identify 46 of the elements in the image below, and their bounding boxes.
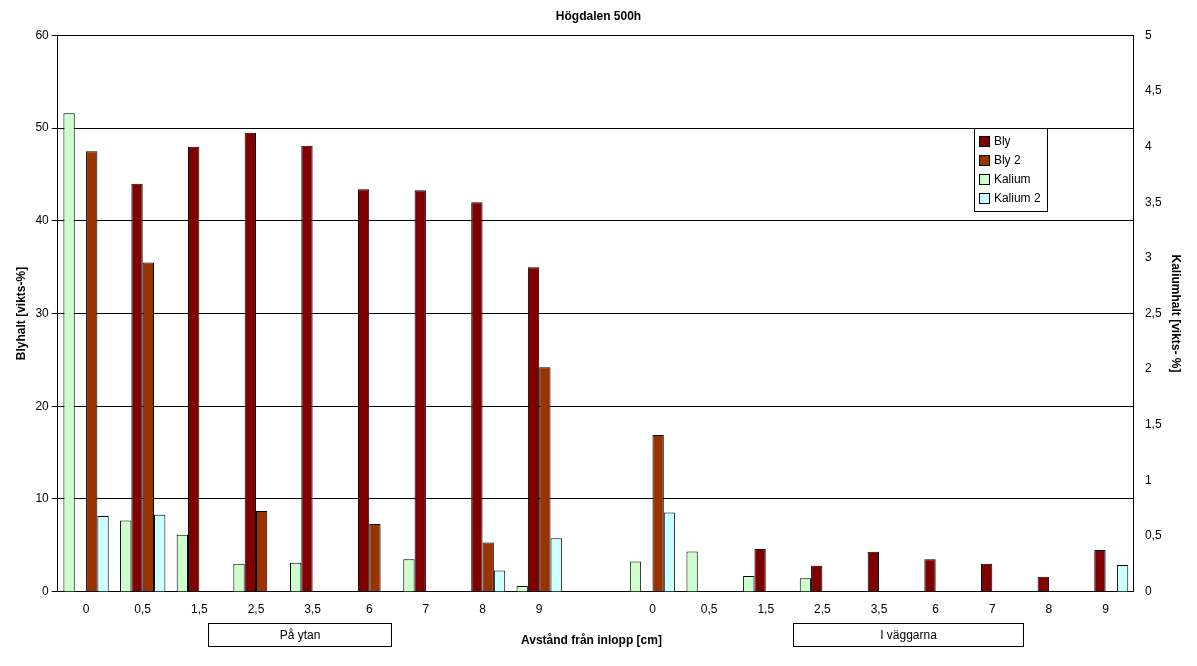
x-tick-label: 3,5 xyxy=(870,602,888,617)
y-tick-label: 0 xyxy=(42,583,50,598)
x-tick-label: 0 xyxy=(649,602,657,617)
text: I väggarna xyxy=(793,623,1024,647)
y-tick-label: 40 xyxy=(35,213,50,228)
y2-tick-label: 0,5 xyxy=(1144,528,1162,543)
y2-tick-label: 2,5 xyxy=(1144,305,1162,320)
x-tick-label: 6 xyxy=(365,602,373,617)
chart-title: Högdalen 500h xyxy=(555,8,642,23)
x-tick-label: 2,5 xyxy=(814,602,832,617)
x-tick-label: 1,5 xyxy=(191,602,209,617)
x-tick-label: 6 xyxy=(932,602,940,617)
y-tick-label: 50 xyxy=(35,120,50,135)
y2-axis-title: Kaliumhalt [vikts- %] xyxy=(1169,254,1184,373)
y2-tick-label: 2 xyxy=(1144,361,1152,376)
x-tick-label: 9 xyxy=(1102,602,1110,617)
legend-label: Bly 2 xyxy=(993,152,1021,170)
y2-tick-label: 4 xyxy=(1144,138,1152,153)
x-tick-label: 0,5 xyxy=(134,602,152,617)
y2-tick-label: 4,5 xyxy=(1144,83,1162,98)
x-tick-label: 7 xyxy=(422,602,430,617)
x-tick-label: 9 xyxy=(535,602,543,617)
text: På ytan xyxy=(208,623,392,647)
x-tick-label: 0 xyxy=(82,602,90,617)
legend-label: Bly xyxy=(993,133,1011,151)
x-tick-label: 3,5 xyxy=(304,602,322,617)
y2-tick-label: 1 xyxy=(1144,472,1152,487)
y2-tick-label: 1,5 xyxy=(1144,417,1162,432)
y-tick-label: 20 xyxy=(35,398,50,413)
x-tick-label: 8 xyxy=(1045,602,1053,617)
x-axis-title: Avstånd från inlopp [cm] xyxy=(520,633,663,647)
y2-tick-label: 3 xyxy=(1144,250,1152,265)
y-tick-label: 60 xyxy=(35,27,50,42)
y-tick-label: 10 xyxy=(35,491,50,506)
y2-tick-label: 5 xyxy=(1144,27,1152,42)
x-tick-label: 0,5 xyxy=(700,602,718,617)
y-tick-label: 30 xyxy=(35,305,50,320)
x-tick-label: 1,5 xyxy=(757,602,775,617)
y-axis-title: Blyhalt [vikts-%] xyxy=(13,266,28,361)
y2-tick-label: 3,5 xyxy=(1144,194,1162,209)
y2-tick-label: 0 xyxy=(1144,583,1152,598)
legend-label: Kalium 2 xyxy=(993,190,1041,208)
x-tick-label: 7 xyxy=(988,602,996,617)
x-tick-label: 2,5 xyxy=(247,602,265,617)
legend-label: Kalium xyxy=(993,171,1031,189)
x-tick-label: 8 xyxy=(479,602,487,617)
